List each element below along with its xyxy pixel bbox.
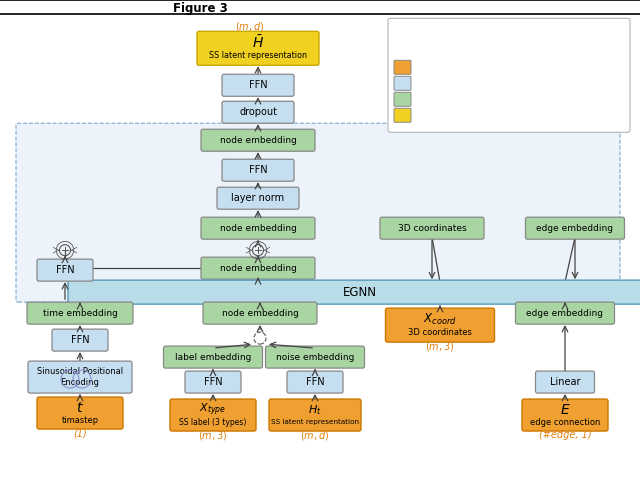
Text: output: output	[418, 110, 451, 120]
Text: node embedding: node embedding	[220, 136, 296, 144]
FancyBboxPatch shape	[16, 124, 620, 302]
FancyBboxPatch shape	[37, 397, 123, 429]
FancyBboxPatch shape	[394, 76, 411, 90]
Text: $H_t$: $H_t$	[308, 403, 322, 417]
Text: edge embedding: edge embedding	[536, 224, 614, 232]
Text: dropout: dropout	[239, 108, 277, 118]
Text: concat: concat	[418, 46, 451, 56]
Text: noise embedding: noise embedding	[276, 352, 354, 362]
Text: Figure 3: Figure 3	[173, 2, 227, 15]
Text: Sinusoidal Positional
Encoding: Sinusoidal Positional Encoding	[37, 368, 123, 387]
Text: $(m, d)$: $(m, d)$	[236, 20, 265, 33]
Text: SS latent representation: SS latent representation	[271, 419, 359, 425]
Text: $(m, d)$: $(m, d)$	[300, 428, 330, 442]
Text: 3D coordinates: 3D coordinates	[397, 224, 467, 232]
Text: node embedding: node embedding	[220, 224, 296, 232]
Text: network layer: network layer	[418, 78, 485, 88]
Text: edge connection: edge connection	[530, 418, 600, 426]
FancyBboxPatch shape	[394, 60, 411, 74]
Text: FFN: FFN	[70, 335, 90, 345]
FancyBboxPatch shape	[536, 371, 595, 393]
Text: shift and scale: shift and scale	[418, 30, 489, 40]
Text: $E$: $E$	[559, 403, 570, 417]
FancyBboxPatch shape	[515, 302, 614, 324]
FancyBboxPatch shape	[163, 346, 262, 368]
FancyBboxPatch shape	[68, 280, 640, 304]
FancyBboxPatch shape	[266, 346, 365, 368]
FancyBboxPatch shape	[52, 329, 108, 351]
Text: $(m, 3)$: $(m, 3)$	[198, 428, 228, 442]
FancyBboxPatch shape	[380, 217, 484, 239]
Text: timastep: timastep	[61, 416, 99, 424]
FancyBboxPatch shape	[525, 217, 625, 239]
Text: 3D coordinates: 3D coordinates	[408, 328, 472, 336]
Text: intermediate embedding: intermediate embedding	[418, 94, 540, 104]
Text: EGNN: EGNN	[343, 286, 377, 298]
FancyBboxPatch shape	[222, 159, 294, 181]
FancyBboxPatch shape	[201, 217, 315, 239]
FancyBboxPatch shape	[217, 187, 299, 209]
Text: layer norm: layer norm	[232, 193, 285, 203]
FancyBboxPatch shape	[222, 74, 294, 96]
Text: FFN: FFN	[249, 80, 268, 90]
FancyBboxPatch shape	[185, 371, 241, 393]
Text: SS label (3 types): SS label (3 types)	[179, 418, 246, 426]
FancyBboxPatch shape	[269, 399, 361, 431]
Text: $X_{coord}$: $X_{coord}$	[423, 312, 457, 326]
Text: edge embedding: edge embedding	[527, 308, 604, 318]
FancyBboxPatch shape	[28, 361, 132, 393]
Text: $\bar{H}$: $\bar{H}$	[252, 34, 264, 50]
Text: (1): (1)	[73, 428, 87, 438]
FancyBboxPatch shape	[37, 259, 93, 281]
Text: Linear: Linear	[550, 377, 580, 387]
FancyBboxPatch shape	[287, 371, 343, 393]
Text: $(m, 3)$: $(m, 3)$	[426, 340, 454, 352]
FancyBboxPatch shape	[385, 308, 495, 342]
FancyBboxPatch shape	[27, 302, 133, 324]
Text: $t$: $t$	[76, 401, 84, 415]
Text: SS latent representation: SS latent representation	[209, 51, 307, 60]
FancyBboxPatch shape	[201, 130, 315, 151]
Text: FFN: FFN	[204, 377, 222, 387]
FancyBboxPatch shape	[388, 18, 630, 132]
Text: $X_{type}$: $X_{type}$	[200, 402, 227, 418]
Text: input: input	[418, 62, 444, 72]
Text: (#edge, 1): (#edge, 1)	[539, 430, 591, 440]
FancyBboxPatch shape	[394, 108, 411, 122]
FancyBboxPatch shape	[222, 102, 294, 124]
FancyBboxPatch shape	[522, 399, 608, 431]
Text: FFN: FFN	[249, 165, 268, 175]
FancyBboxPatch shape	[203, 302, 317, 324]
Text: FFN: FFN	[56, 265, 74, 275]
Text: time embedding: time embedding	[43, 308, 117, 318]
FancyBboxPatch shape	[201, 257, 315, 279]
Text: node embedding: node embedding	[221, 308, 298, 318]
FancyBboxPatch shape	[170, 399, 256, 431]
Text: node embedding: node embedding	[220, 264, 296, 272]
Text: label embedding: label embedding	[175, 352, 251, 362]
FancyBboxPatch shape	[197, 32, 319, 66]
Text: FFN: FFN	[306, 377, 324, 387]
FancyBboxPatch shape	[394, 92, 411, 106]
